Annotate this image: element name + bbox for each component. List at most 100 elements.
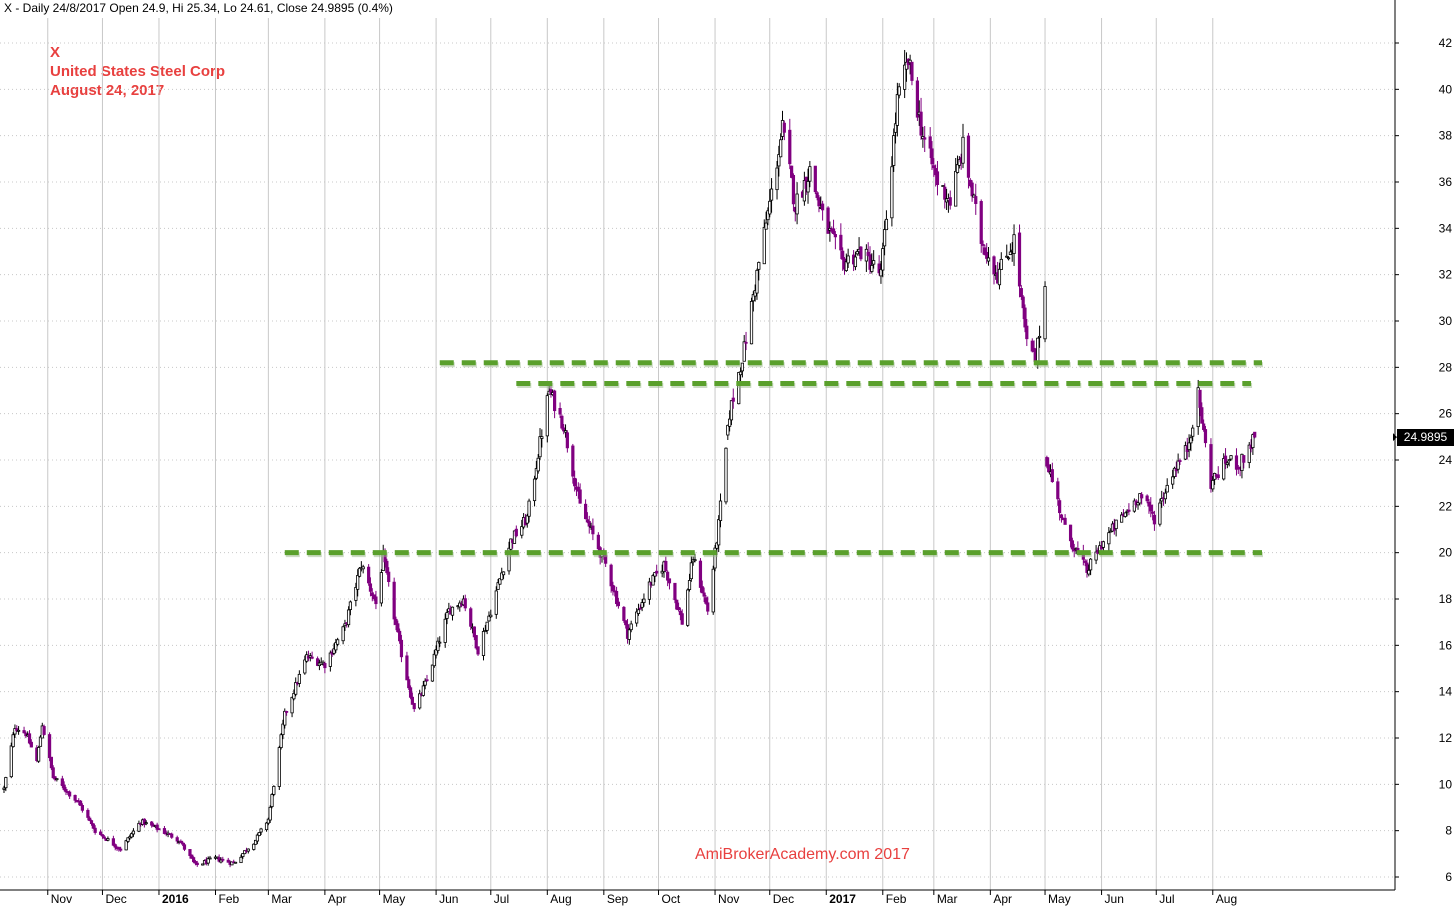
- candle-body: [642, 598, 646, 603]
- candle-body: [1251, 434, 1255, 448]
- chart-date: August 24, 2017: [50, 82, 165, 99]
- candle-body: [398, 630, 402, 642]
- candle-body: [666, 571, 670, 581]
- candle-body: [585, 519, 590, 523]
- candle-body: [144, 822, 148, 825]
- candle-body: [844, 261, 848, 271]
- candle-body: [868, 254, 872, 270]
- candle-body: [130, 833, 134, 838]
- candle-body: [438, 641, 442, 644]
- candle-body: [15, 728, 19, 731]
- candle-body: [405, 655, 409, 681]
- candle-body: [596, 534, 600, 550]
- x-tick-label: Apr: [328, 892, 347, 906]
- candle-body: [277, 747, 281, 787]
- candle-body: [970, 182, 974, 197]
- candle-body: [693, 559, 697, 562]
- candle-body: [219, 859, 223, 863]
- candle-body: [706, 602, 710, 612]
- candle-body: [233, 861, 238, 864]
- candle-body: [509, 538, 513, 550]
- candle-body: [520, 526, 524, 536]
- candle-body: [545, 395, 549, 437]
- candle-body: [124, 840, 128, 851]
- candle-body: [201, 863, 205, 866]
- candle-body: [629, 623, 633, 631]
- candle-body: [954, 170, 958, 207]
- candle-body: [396, 623, 400, 633]
- candle-body: [833, 234, 837, 238]
- candle-body: [230, 861, 234, 866]
- y-tick-label: 24: [1439, 453, 1453, 467]
- candle-body: [1234, 455, 1239, 470]
- candle-body: [762, 226, 766, 265]
- candle-body: [1200, 407, 1204, 424]
- candle-body: [343, 623, 347, 627]
- candle-body: [255, 834, 260, 842]
- candle-body: [675, 599, 679, 610]
- grid: [0, 18, 1395, 890]
- x-tick-label: Mar: [937, 892, 958, 906]
- candle-body: [673, 582, 677, 601]
- candle-body: [11, 734, 15, 748]
- candle-body: [332, 648, 336, 654]
- candle-body: [37, 747, 41, 762]
- candle-body: [974, 196, 978, 204]
- candle-body: [1089, 558, 1093, 571]
- candle-body: [195, 862, 199, 866]
- candle-body: [188, 849, 192, 856]
- candle-body: [9, 745, 13, 778]
- candle-body: [1068, 524, 1073, 542]
- x-tick-label: Oct: [662, 892, 681, 906]
- candle-body: [893, 123, 898, 133]
- candle-body: [208, 857, 212, 860]
- candle-body: [162, 828, 167, 834]
- candle-body: [367, 566, 371, 584]
- candle-body: [2, 787, 6, 790]
- candle-body: [1229, 455, 1233, 460]
- candle-body: [284, 711, 289, 713]
- candle-body: [983, 247, 987, 256]
- candle-body: [892, 135, 896, 166]
- candle-body: [469, 608, 473, 627]
- candle-body: [930, 148, 934, 165]
- candle-body: [1163, 492, 1167, 500]
- candle-body: [883, 229, 887, 247]
- candle-body: [1136, 502, 1140, 506]
- candle-body: [496, 582, 500, 590]
- candle-body: [700, 586, 704, 594]
- candle-body: [826, 207, 830, 234]
- candle-body: [294, 682, 298, 695]
- candle-body: [651, 575, 655, 586]
- candle-body: [872, 260, 876, 265]
- candle-body: [769, 188, 774, 201]
- candle-body: [474, 635, 478, 649]
- candle-body: [717, 519, 721, 546]
- candle-body: [266, 818, 270, 824]
- candle-body: [336, 639, 340, 645]
- candle-body: [1037, 335, 1042, 338]
- candle-body: [354, 587, 358, 601]
- candle-body: [855, 251, 859, 255]
- candle-body: [481, 630, 486, 656]
- candle-body: [368, 583, 373, 592]
- candle-body: [715, 542, 719, 549]
- candle-body: [1178, 460, 1182, 462]
- candle-body: [407, 679, 411, 689]
- candle-body: [904, 61, 909, 70]
- y-tick-label: 30: [1439, 314, 1453, 328]
- candle-body: [89, 820, 94, 825]
- candle-body: [494, 590, 498, 615]
- candle-body: [1183, 445, 1188, 460]
- candle-body: [1099, 546, 1104, 550]
- candle-body: [795, 193, 799, 215]
- candle-body: [357, 567, 362, 577]
- candle-body: [779, 139, 783, 158]
- candle-body: [680, 613, 684, 625]
- candle-body: [979, 201, 983, 244]
- candle-body: [740, 362, 744, 372]
- candle-body: [647, 581, 652, 600]
- x-tick-label: 2016: [162, 892, 189, 906]
- y-tick-label: 42: [1439, 36, 1453, 50]
